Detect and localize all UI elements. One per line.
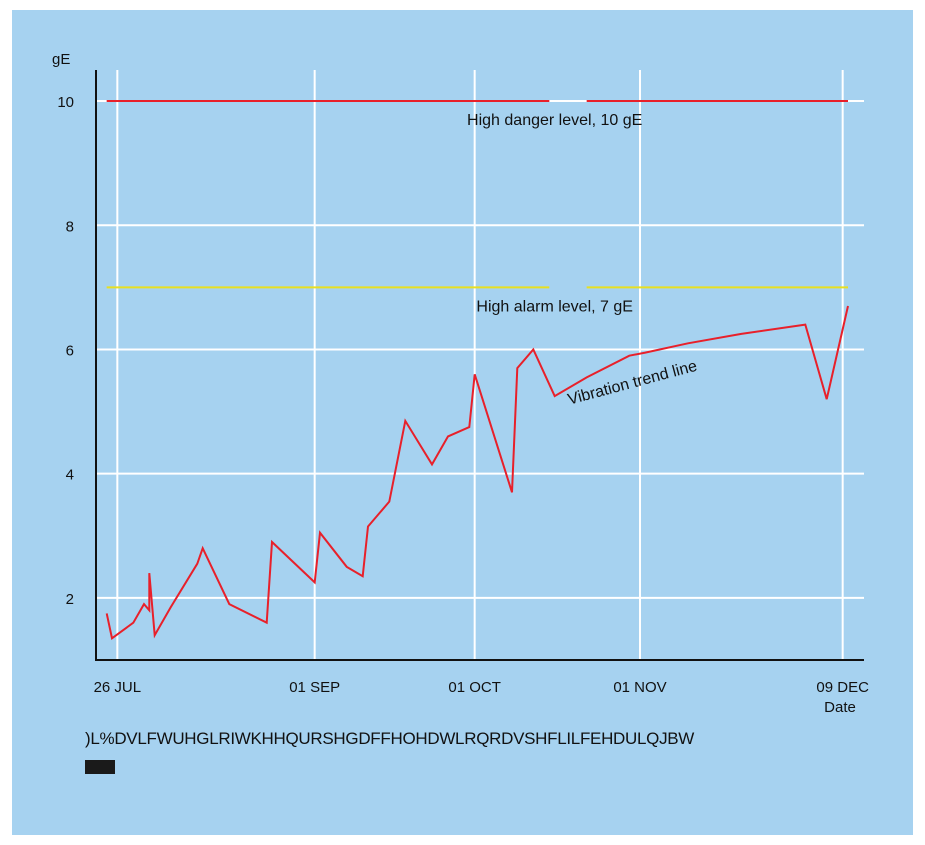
labels: 2 4 6 8 10 26 JUL 01 SEP 01 OCT 01 NOV 09 DEC High… — [52, 51, 869, 716]
x-tick-label: 01 NOV — [613, 679, 666, 696]
reference-lines — [106, 100, 848, 289]
x-tick-label: 01 SEP — [289, 679, 340, 696]
x-axis-label: Date — [824, 699, 856, 716]
series-line — [105, 305, 849, 641]
y-axis-label: gE — [52, 51, 70, 68]
x-tick-label: 09 DEC — [816, 679, 869, 696]
vibration-trend-chart: 2 4 6 8 10 26 JUL 01 SEP 01 OCT 01 NOV 09 DEC High… — [52, 51, 869, 716]
y-tick-label: 10 — [57, 94, 74, 111]
x-tick-label: 01 OCT — [448, 679, 501, 696]
reference-line-label: High alarm level, 7 gE — [476, 298, 633, 315]
series-layer — [105, 305, 849, 641]
figure-number-mark — [85, 760, 115, 774]
axes — [95, 70, 864, 661]
series-annotation: Vibration trend line — [566, 358, 699, 409]
grid — [96, 70, 864, 660]
y-tick-label: 4 — [66, 467, 74, 484]
y-tick-label: 8 — [66, 218, 74, 235]
x-tick-label: 26 JUL — [94, 679, 142, 696]
y-tick-label: 2 — [66, 591, 74, 608]
chart-panel: 2 4 6 8 10 26 JUL 01 SEP 01 OCT 01 NOV 09 DEC High… — [12, 10, 913, 835]
figure-caption: )L%DVLFWUHGLRIWKHHQURSHGDFFHOHDWLRQRDVSH… — [85, 729, 695, 748]
y-tick-label: 6 — [66, 342, 74, 359]
reference-line-label: High danger level, 10 gE — [467, 112, 642, 129]
